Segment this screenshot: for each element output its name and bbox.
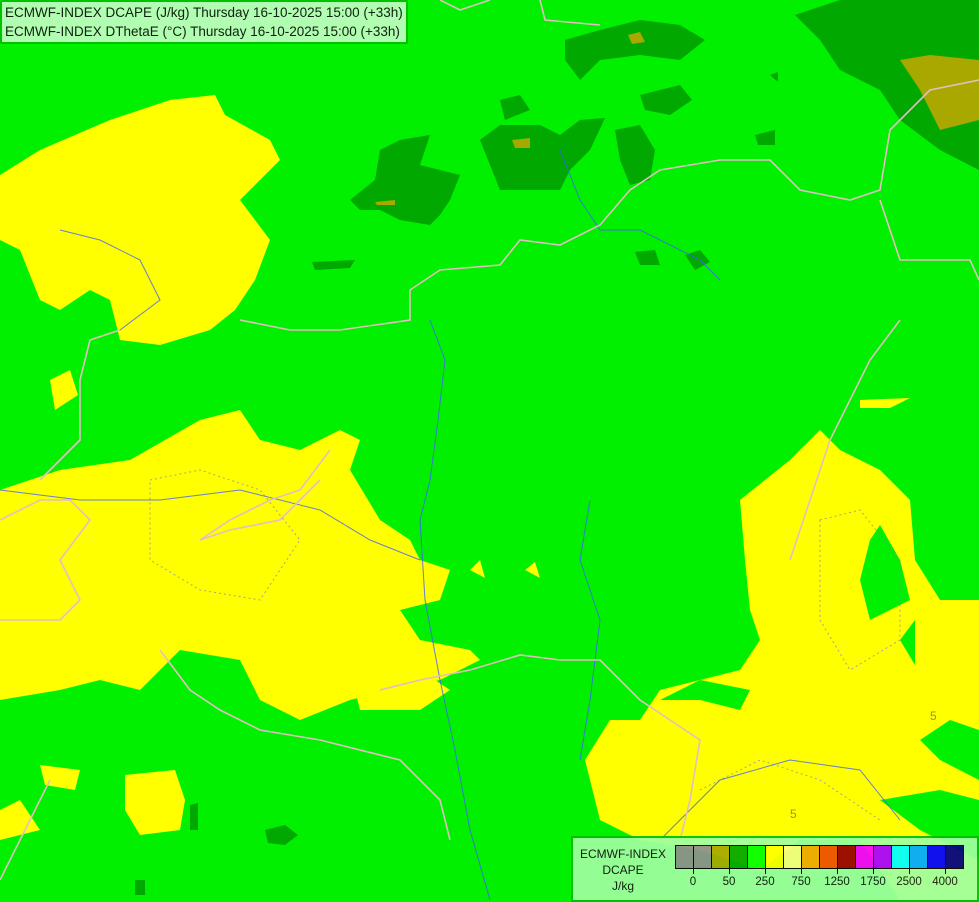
legend-tick-label: 4000 bbox=[932, 876, 958, 888]
contour-label: 5 bbox=[790, 807, 797, 821]
rivers bbox=[0, 149, 901, 900]
title-line-dcape: ECMWF-INDEX DCAPE (J/kg) Thursday 16-10-… bbox=[5, 5, 403, 20]
legend-tick bbox=[801, 868, 802, 874]
legend-tick-label: 50 bbox=[722, 876, 736, 888]
legend-title: ECMWF-INDEX DCAPE J/kg bbox=[577, 846, 669, 894]
legend-swatch bbox=[712, 846, 730, 868]
legend-tick bbox=[765, 868, 766, 874]
legend-tick bbox=[693, 868, 694, 874]
dthetae-contours bbox=[149, 469, 901, 821]
dcape-50-250-areas bbox=[135, 0, 979, 895]
legend-swatch bbox=[730, 846, 748, 868]
legend-swatch bbox=[856, 846, 874, 868]
legend-tick-label: 2500 bbox=[896, 876, 922, 888]
legend-tick-label: 0 bbox=[689, 876, 697, 888]
legend-swatch bbox=[784, 846, 802, 868]
color-legend: ECMWF-INDEX DCAPE J/kg 0 50 250 750 1250 1750… bbox=[571, 836, 979, 902]
legend-swatch bbox=[766, 846, 784, 868]
dcape-0-50-areas bbox=[375, 32, 979, 205]
legend-swatch bbox=[676, 846, 694, 868]
legend-swatch bbox=[910, 846, 928, 868]
title-line-dthetae: ECMWF-INDEX DThetaE (°C) Thursday 16-10-… bbox=[5, 24, 400, 39]
legend-title-line: DCAPE bbox=[602, 863, 644, 877]
legend-tick-label: 250 bbox=[755, 876, 775, 888]
legend-swatch bbox=[802, 846, 820, 868]
legend-swatch bbox=[892, 846, 910, 868]
legend-swatch bbox=[874, 846, 892, 868]
legend-swatches bbox=[675, 845, 964, 869]
legend-swatch bbox=[838, 846, 856, 868]
legend-swatch bbox=[928, 846, 946, 868]
legend-swatch bbox=[694, 846, 712, 868]
legend-tick bbox=[873, 868, 874, 874]
dcape-green-holes bbox=[660, 525, 979, 860]
legend-tick-label: 750 bbox=[791, 876, 811, 888]
legend-unit: J/kg bbox=[611, 879, 634, 893]
legend-title-line: ECMWF-INDEX bbox=[580, 847, 666, 861]
legend-swatch bbox=[748, 846, 766, 868]
legend-swatch bbox=[946, 846, 963, 868]
legend-tick bbox=[837, 868, 838, 874]
country-borders bbox=[0, 0, 979, 881]
contour-label: 5 bbox=[930, 709, 937, 723]
map-title: ECMWF-INDEX DCAPE (J/kg) Thursday 16-10-… bbox=[0, 0, 408, 44]
legend-tick bbox=[729, 868, 730, 874]
legend-ticks: 0 50 250 750 1250 1750 2500 4000 bbox=[675, 868, 965, 898]
legend-tick bbox=[909, 868, 910, 874]
legend-tick-label: 1750 bbox=[860, 876, 886, 888]
legend-tick-label: 1250 bbox=[824, 876, 850, 888]
legend-tick bbox=[945, 868, 946, 874]
legend-swatch bbox=[820, 846, 838, 868]
